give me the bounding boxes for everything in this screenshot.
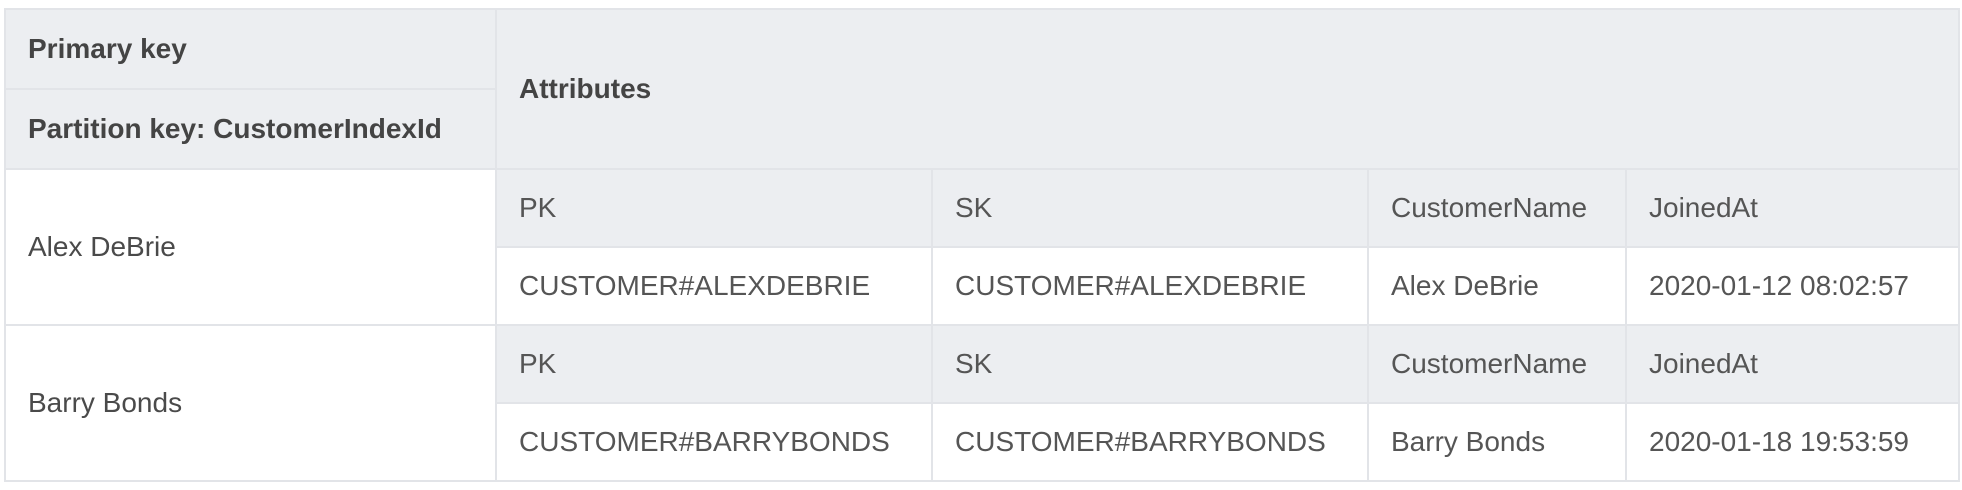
partition-value-cell[interactable]: Barry Bonds: [4, 324, 497, 482]
attribute-value-cell[interactable]: CUSTOMER#ALEXDEBRIE: [495, 246, 933, 326]
partition-key-header: Partition key: CustomerIndexId: [4, 88, 497, 170]
attribute-value-cell[interactable]: 2020-01-18 19:53:59: [1624, 402, 1961, 482]
table-container: Primary key Attributes Partition key: Cu…: [4, 8, 1961, 482]
attribute-value-cell[interactable]: CUSTOMER#ALEXDEBRIE: [931, 246, 1369, 326]
attribute-name-cell: PK: [495, 168, 933, 248]
table-row: CUSTOMER#ALEXDEBRIE CUSTOMER#ALEXDEBRIE …: [5, 246, 1961, 326]
attribute-name-cell: SK: [931, 168, 1369, 248]
attribute-name-cell: SK: [931, 324, 1369, 404]
attribute-name-cell: PK: [495, 324, 933, 404]
attribute-value-cell[interactable]: CUSTOMER#BARRYBONDS: [495, 402, 933, 482]
attribute-name-cell: CustomerName: [1367, 168, 1627, 248]
attributes-header: Attributes: [494, 8, 1961, 170]
attribute-name-cell: JoinedAt: [1624, 324, 1961, 404]
dynamodb-table: Primary key Attributes Partition key: Cu…: [4, 8, 1961, 482]
attribute-value-cell[interactable]: 2020-01-12 08:02:57: [1624, 246, 1961, 326]
attribute-name-cell: JoinedAt: [1624, 168, 1961, 248]
attribute-value-cell[interactable]: Alex DeBrie: [1367, 246, 1627, 326]
header-row: Primary key Attributes: [4, 8, 1961, 170]
attribute-value-cell[interactable]: CUSTOMER#BARRYBONDS: [931, 402, 1369, 482]
partition-value-cell[interactable]: Alex DeBrie: [4, 168, 497, 326]
table-row: CUSTOMER#BARRYBONDS CUSTOMER#BARRYBONDS …: [5, 402, 1961, 482]
attribute-value-cell[interactable]: Barry Bonds: [1367, 402, 1627, 482]
table-row: Barry Bonds PK SK CustomerName JoinedAt: [4, 324, 1961, 482]
primary-key-header: Primary key: [4, 8, 497, 90]
table-row: Alex DeBrie PK SK CustomerName JoinedAt: [4, 168, 1961, 326]
attribute-name-cell: CustomerName: [1367, 324, 1627, 404]
partition-header-row: Partition key: CustomerIndexId: [4, 88, 1959, 170]
